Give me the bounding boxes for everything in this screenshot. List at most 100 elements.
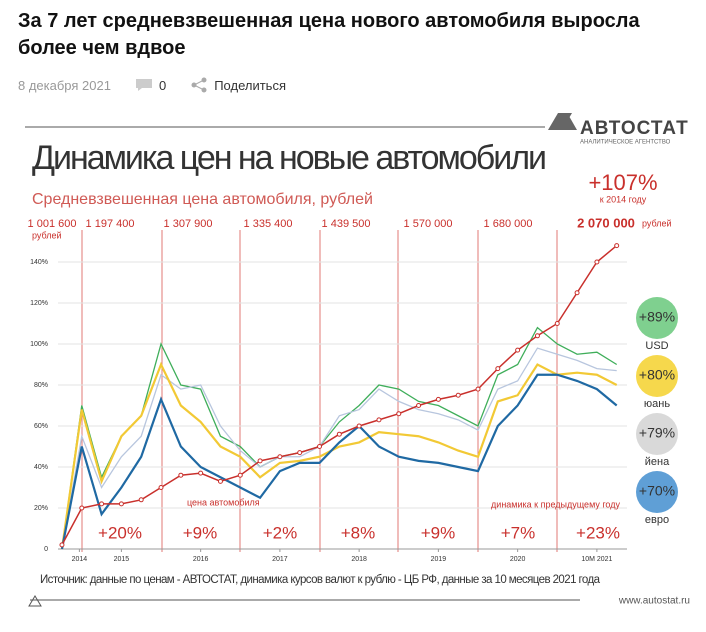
y-tick-label: 120% (30, 300, 48, 307)
x-tick-label: 2016 (193, 556, 209, 563)
yearly-change: +7% (501, 523, 536, 542)
site: www.autostat.ru (618, 596, 690, 607)
comment-count[interactable]: 0 (158, 77, 167, 93)
annual-price: 1 197 400 (86, 218, 135, 230)
currency-name: юань (644, 398, 670, 410)
annual-price: 1 001 600 (28, 218, 77, 230)
price-point (416, 403, 422, 408)
series-line (61, 347, 617, 550)
annual-price: 2 070 000 (577, 215, 635, 230)
price-point (217, 478, 223, 484)
price-point (297, 450, 303, 456)
currency-badge (636, 413, 678, 455)
total-change: +107% (588, 170, 657, 195)
price-line-label: цена автомобиля (187, 497, 260, 507)
date: 8 декабря 2021 (18, 77, 111, 93)
y-tick-label: 80% (34, 382, 48, 389)
chart-title: Динамика цен на новые автомобили (32, 139, 547, 177)
series-line (61, 326, 618, 550)
price-point (455, 392, 461, 398)
price-point (475, 386, 481, 392)
y-tick-label: 40% (34, 464, 48, 471)
currency-change: +80% (639, 367, 675, 383)
series-line (60, 373, 618, 550)
price-point (515, 347, 521, 353)
price-unit: рублей (642, 218, 672, 228)
price-point (376, 417, 382, 423)
price-point (594, 259, 600, 265)
logo: АВТОСТАТ (580, 118, 689, 139)
y-tick-label: 100% (30, 341, 48, 348)
source: Источник: данные по ценам - АВТОСТАТ, ди… (40, 574, 601, 586)
currency-name: евро (645, 514, 669, 526)
total-change-note: к 2014 году (600, 194, 647, 204)
price-point (79, 505, 85, 511)
logo-tagline: АНАЛИТИЧЕСКОЕ АГЕНТСТВО (580, 140, 671, 146)
x-tick-label: 2014 (72, 556, 88, 563)
price-point (574, 290, 580, 296)
annual-price: 1 335 400 (244, 218, 293, 230)
annual-price: 1 439 500 (322, 218, 371, 230)
price-point (158, 485, 164, 490)
y-tick-label: 20% (34, 505, 48, 512)
price-point (277, 454, 283, 460)
article-title: За 7 лет средневзвешенная цена нового ав… (18, 10, 640, 59)
x-tick-label: 2019 (431, 556, 447, 563)
price-point (317, 444, 323, 449)
x-tick-label: 2015 (114, 556, 130, 563)
footer-icon (28, 595, 42, 607)
price-point (198, 470, 204, 476)
yearly-change: +23% (576, 523, 620, 542)
yearly-change: +2% (263, 523, 298, 542)
y-tick-label: 140% (30, 259, 48, 266)
annual-price: 1 307 900 (164, 218, 213, 230)
currency-badge (636, 297, 678, 339)
price-point (554, 321, 560, 326)
price-point (178, 472, 184, 478)
price-point (396, 411, 402, 417)
price-unit: рублей (32, 230, 62, 240)
currency-name: USD (645, 340, 668, 352)
currency-badge (636, 355, 678, 397)
yearly-change: +20% (98, 523, 142, 542)
annual-price: 1 570 000 (404, 218, 453, 230)
price-point (336, 431, 342, 437)
currency-badge (636, 471, 678, 513)
price-point (495, 366, 501, 372)
price-point (435, 396, 441, 402)
price-point (614, 243, 620, 249)
price-point (59, 542, 65, 548)
price-point (237, 472, 243, 478)
currency-change: +70% (639, 483, 675, 499)
yearly-change: +9% (421, 523, 456, 542)
price-point (118, 501, 124, 507)
share-icon (191, 77, 207, 93)
currency-change: +79% (639, 425, 675, 441)
meta: 8 декабря 2021 0 Поделиться (18, 77, 310, 93)
x-tick-label: 2018 (351, 556, 367, 563)
series-line (61, 245, 618, 546)
currency-change: +89% (639, 309, 675, 325)
logo-icon (548, 113, 577, 130)
chart-subtitle: Средневзвешенная цена автомобиля, рублей (32, 191, 373, 208)
currency-name: йена (645, 456, 670, 468)
price-point (356, 423, 362, 429)
share[interactable]: Поделиться (214, 77, 286, 93)
price-point (138, 497, 144, 503)
annual-price: 1 680 000 (484, 218, 533, 230)
yearly-change-label: динамика к предыдущему году (491, 499, 620, 509)
price-point (534, 333, 540, 339)
price-point (99, 501, 105, 507)
x-tick-label: 2020 (510, 556, 526, 563)
y-tick-label: 0 (44, 546, 48, 553)
y-tick-label: 60% (34, 423, 48, 430)
comment-icon (135, 79, 152, 91)
yearly-change: +8% (341, 523, 376, 542)
yearly-change: +9% (183, 523, 218, 542)
x-tick-label: 10М 2021 (581, 556, 612, 563)
price-point (257, 458, 263, 464)
series-line (60, 361, 618, 550)
x-tick-label: 2017 (272, 556, 288, 563)
